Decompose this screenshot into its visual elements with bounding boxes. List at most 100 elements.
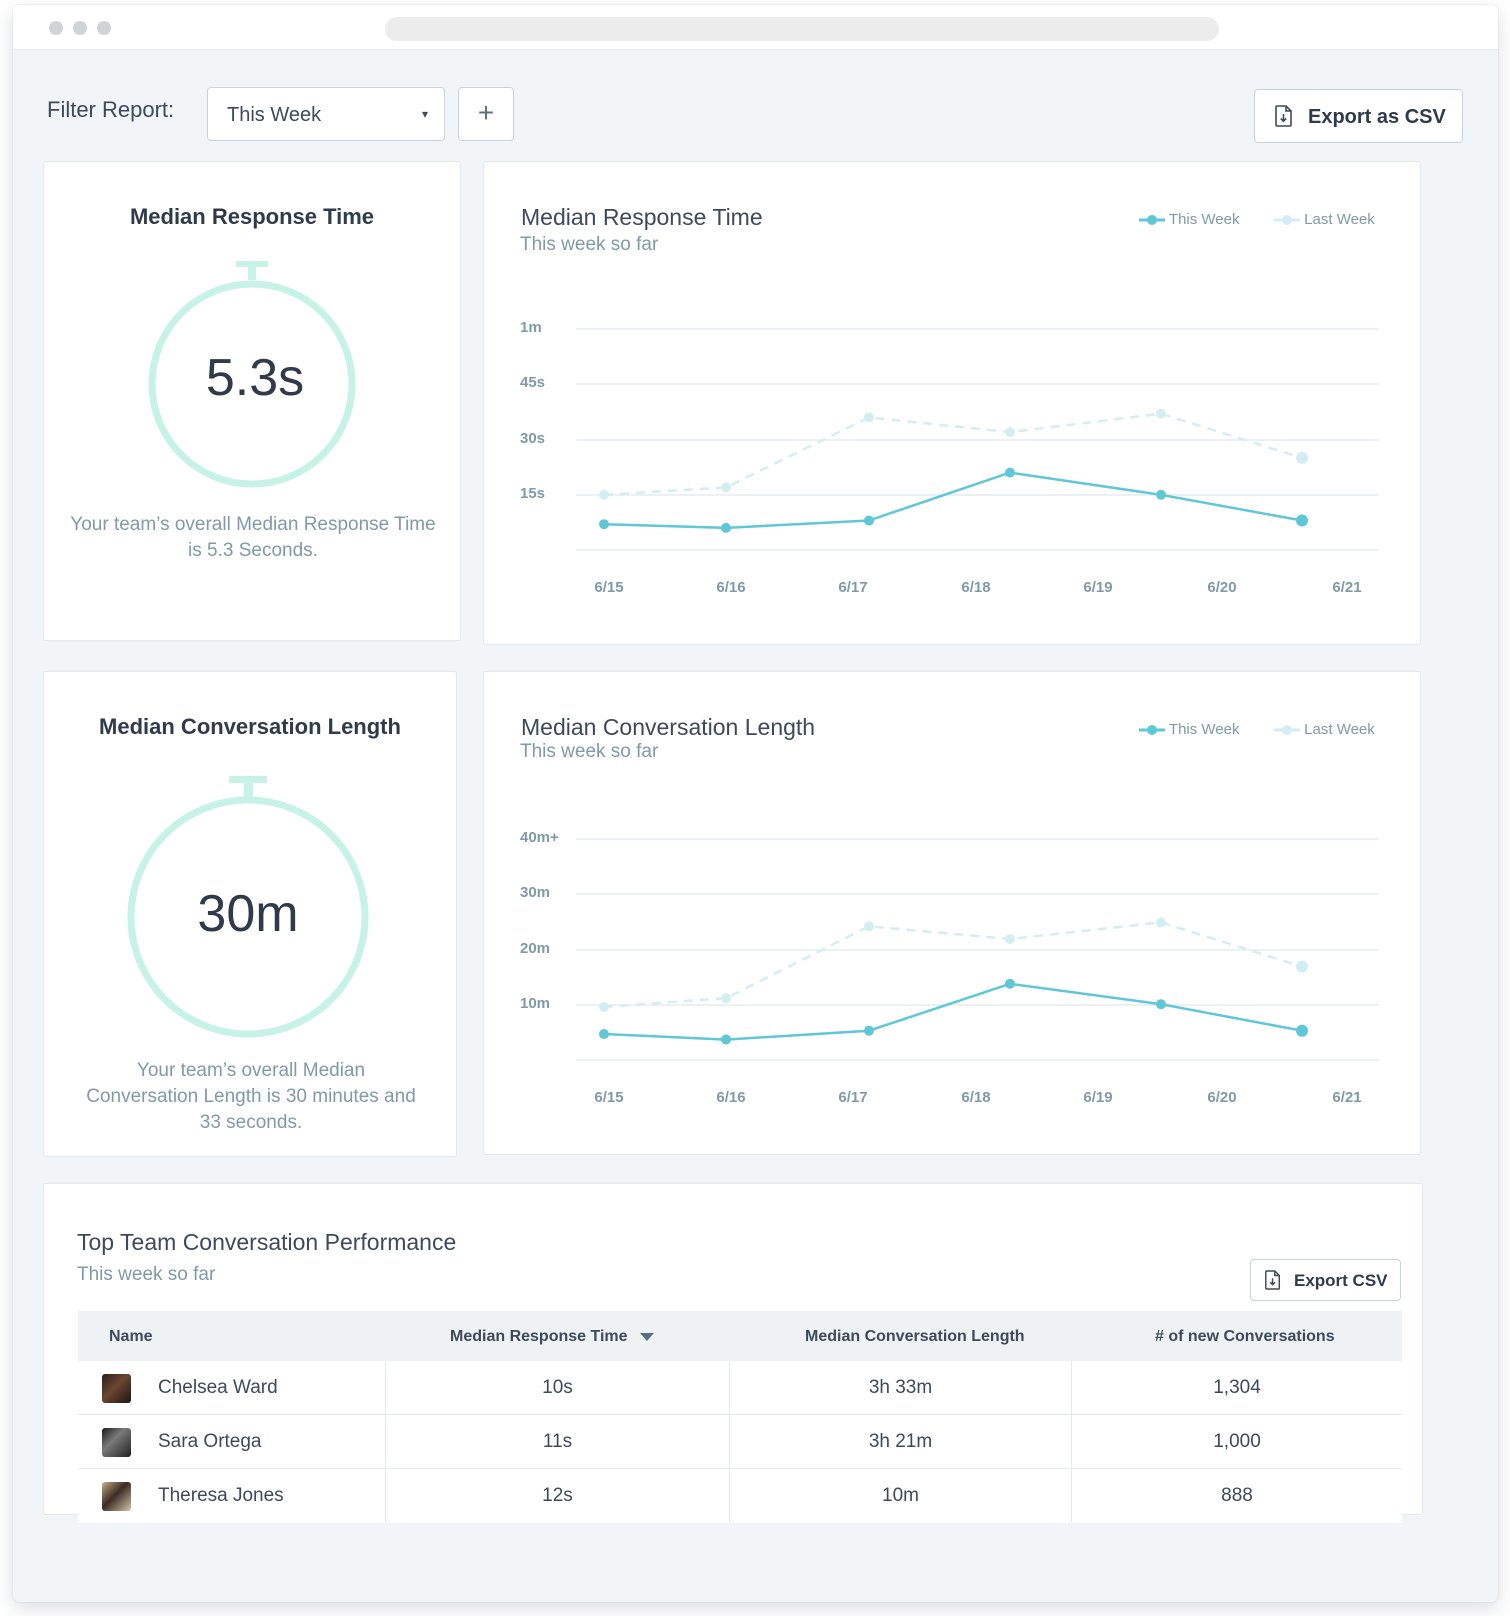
- column-header-response-time-label: Median Response Time: [450, 1328, 628, 1345]
- column-header-response-time[interactable]: Median Response Time: [450, 1328, 654, 1346]
- x-tick-label: 6/16: [716, 579, 745, 596]
- this-week-data-point[interactable]: [864, 515, 874, 526]
- team-performance-table: Name Median Response Time Median Convers…: [78, 1311, 1402, 1523]
- conversation-length-cell: 3h 33m: [729, 1361, 1071, 1415]
- last-week-data-point[interactable]: [599, 1001, 609, 1012]
- column-header-new-conversations[interactable]: # of new Conversations: [1155, 1328, 1335, 1345]
- this-week-data-point[interactable]: [1296, 514, 1308, 527]
- table-row[interactable]: Chelsea Ward 10s 3h 33m 1,304: [78, 1361, 1402, 1415]
- column-header-conversation-length[interactable]: Median Conversation Length: [805, 1328, 1025, 1345]
- this-week-series-line: [603, 471, 1303, 530]
- y-tick-label: 20m: [520, 940, 550, 957]
- response-time-stat-card: Median Response Time 5.3s Your team’s ov…: [43, 161, 461, 641]
- this-week-data-point[interactable]: [721, 1034, 731, 1045]
- conversation-stat-description: Your team’s overall Median Conversation …: [86, 1060, 416, 1133]
- legend-this-week-label: This Week: [1168, 211, 1240, 228]
- avatar: [102, 1482, 131, 1511]
- this-week-data-point[interactable]: [1156, 999, 1166, 1010]
- last-week-data-point[interactable]: [1296, 960, 1308, 973]
- last-week-data-point[interactable]: [1296, 451, 1308, 464]
- last-week-data-point[interactable]: [599, 489, 609, 500]
- x-tick-label: 6/16: [716, 1089, 745, 1106]
- conversation-stat-value: 30m: [197, 885, 299, 943]
- legend-this-week[interactable]: This Week: [1139, 211, 1239, 228]
- add-filter-button[interactable]: +: [458, 87, 514, 141]
- last-week-data-point[interactable]: [721, 482, 731, 493]
- this-week-series-line: [603, 982, 1303, 1041]
- last-week-series-line: [603, 412, 1303, 497]
- response-stat-description: Your team’s overall Median Response Time…: [70, 514, 436, 561]
- x-tick-label: 6/15: [594, 1089, 623, 1106]
- filter-report-select[interactable]: This Week ▾: [207, 87, 445, 141]
- user-name: Sara Ortega: [158, 1431, 262, 1452]
- legend-last-week[interactable]: Last Week: [1274, 721, 1375, 738]
- table-subtitle: This week so far: [77, 1264, 216, 1285]
- table-row[interactable]: Theresa Jones 12s 10m 888: [78, 1469, 1402, 1523]
- new-conversations-cell: 1,304: [1071, 1361, 1402, 1415]
- legend-last-week-label: Last Week: [1304, 721, 1375, 738]
- y-tick-label: 1m: [520, 319, 542, 336]
- this-week-data-point[interactable]: [1005, 978, 1015, 989]
- conversation-length-chart-card: Median Conversation Length This week so …: [483, 671, 1421, 1155]
- this-week-data-point[interactable]: [599, 1029, 609, 1040]
- window-minimize-dot[interactable]: [73, 21, 87, 35]
- stopwatch-icon: [127, 776, 369, 1038]
- x-tick-label: 6/17: [838, 1089, 867, 1106]
- user-name: Theresa Jones: [158, 1485, 284, 1506]
- this-week-data-point[interactable]: [1005, 467, 1015, 478]
- response-time-line-chart: 1m 45s 30s 15s 6/15 6/16 6/17 6/18 6/19 6/20 6/21: [520, 319, 1379, 596]
- response-time-cell: 12s: [385, 1469, 729, 1523]
- export-csv-label: Export CSV: [1294, 1271, 1388, 1290]
- window-maximize-dot[interactable]: [97, 21, 111, 35]
- x-tick-label: 6/21: [1332, 1089, 1361, 1106]
- address-bar[interactable]: [385, 17, 1219, 41]
- avatar: [102, 1374, 131, 1403]
- last-week-data-point[interactable]: [864, 921, 874, 932]
- top-team-performance-card: Top Team Conversation Performance This w…: [43, 1183, 1423, 1523]
- response-time-cell: 11s: [385, 1415, 729, 1469]
- window-titlebar: [13, 5, 1498, 50]
- x-tick-label: 6/20: [1207, 579, 1236, 596]
- user-name: Chelsea Ward: [158, 1377, 278, 1398]
- conversation-length-stat-card: Median Conversation Length 30m Your team…: [43, 671, 457, 1157]
- x-tick-label: 6/19: [1083, 1089, 1112, 1106]
- conversation-length-cell: 3h 21m: [729, 1415, 1071, 1469]
- x-tick-label: 6/20: [1207, 1089, 1236, 1106]
- export-csv-button[interactable]: Export CSV: [1250, 1259, 1401, 1301]
- filter-selected-value: This Week: [227, 104, 322, 126]
- y-tick-label: 10m: [520, 995, 550, 1012]
- this-week-data-point[interactable]: [864, 1025, 874, 1036]
- y-tick-label: 40m+: [520, 829, 559, 846]
- conversation-stat-title: Median Conversation Length: [99, 714, 401, 739]
- this-week-data-point[interactable]: [599, 519, 609, 530]
- sort-desc-icon[interactable]: [639, 1332, 654, 1342]
- last-week-data-point[interactable]: [864, 412, 874, 423]
- stopwatch-icon: [148, 261, 356, 488]
- window-close-dot[interactable]: [49, 21, 63, 35]
- column-header-name[interactable]: Name: [109, 1328, 153, 1345]
- last-week-series-line: [603, 921, 1303, 1009]
- response-time-chart-card: Median Response Time This week so far Th…: [483, 161, 1421, 645]
- last-week-data-point[interactable]: [1005, 427, 1015, 438]
- export-as-csv-label: Export as CSV: [1308, 106, 1446, 128]
- response-chart-title: Median Response Time: [521, 204, 763, 230]
- this-week-data-point[interactable]: [1296, 1024, 1308, 1037]
- y-tick-label: 30s: [520, 430, 545, 447]
- y-tick-label: 15s: [520, 485, 545, 502]
- legend-last-week[interactable]: Last Week: [1274, 211, 1375, 228]
- this-week-data-point[interactable]: [1156, 489, 1166, 500]
- conversation-length-cell: 10m: [729, 1469, 1071, 1523]
- response-chart-subtitle: This week so far: [520, 234, 659, 255]
- last-week-data-point[interactable]: [1005, 934, 1015, 945]
- export-as-csv-button[interactable]: Export as CSV: [1254, 89, 1463, 143]
- new-conversations-cell: 888: [1071, 1469, 1402, 1523]
- legend-this-week[interactable]: This Week: [1139, 721, 1239, 738]
- table-row[interactable]: Sara Ortega 11s 3h 21m 1,000: [78, 1415, 1402, 1469]
- x-tick-label: 6/17: [838, 579, 867, 596]
- conversation-chart-title: Median Conversation Length: [521, 714, 816, 740]
- last-week-data-point[interactable]: [721, 993, 731, 1004]
- table-header-row: Name Median Response Time Median Convers…: [78, 1311, 1402, 1361]
- last-week-data-point[interactable]: [1156, 917, 1166, 928]
- last-week-data-point[interactable]: [1156, 408, 1166, 419]
- this-week-data-point[interactable]: [721, 522, 731, 533]
